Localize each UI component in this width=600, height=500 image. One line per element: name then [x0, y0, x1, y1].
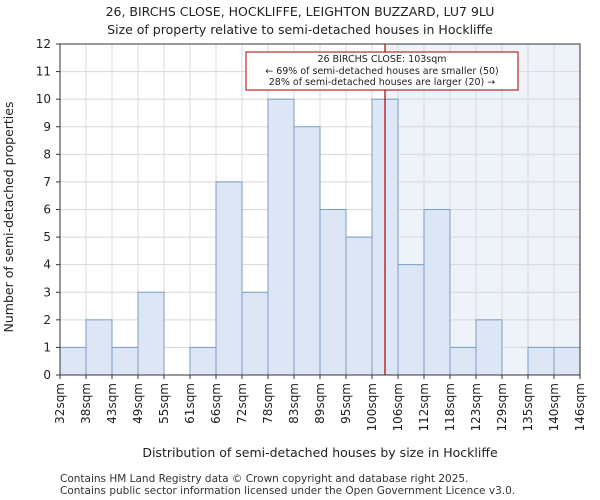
bar-112sqm: [423, 209, 451, 376]
bar-95sqm: [345, 236, 373, 376]
x-tick-label: 38sqm: [79, 383, 93, 424]
bar-61sqm: [189, 346, 217, 376]
x-tick-label: 89sqm: [313, 383, 327, 424]
x-axis-ticks: 32sqm 38sqm 43sqm 49sqm 55sqm 61sqm 66sqm 72sqm…: [53, 375, 587, 431]
chart-subtitle: Size of property relative to semi-detach…: [107, 22, 493, 37]
footer-line-1: Contains HM Land Registry data © Crown c…: [60, 473, 468, 485]
y-tick-label: 2: [43, 313, 51, 327]
x-tick-label: 43sqm: [105, 383, 119, 424]
x-tick-label: 78sqm: [261, 383, 275, 424]
annotation-line-2: ← 69% of semi-detached houses are smalle…: [265, 66, 499, 77]
bar-83sqm: [293, 126, 321, 376]
x-axis-label: Distribution of semi-detached houses by …: [142, 445, 498, 460]
x-tick-label: 123sqm: [469, 383, 483, 431]
x-tick-label: 32sqm: [53, 383, 67, 424]
y-tick-label: 1: [43, 340, 51, 354]
x-tick-label: 55sqm: [157, 383, 171, 424]
bar-123sqm: [475, 319, 503, 376]
bar-118sqm: [449, 346, 477, 376]
x-tick-label: 61sqm: [183, 383, 197, 424]
x-tick-label: 140sqm: [547, 383, 561, 431]
property-annotation: 26 BIRCHS CLOSE: 103sqm ← 69% of semi-de…: [245, 51, 519, 91]
y-tick-label: 4: [43, 258, 51, 272]
x-tick-label: 83sqm: [287, 383, 301, 424]
x-tick-label: 118sqm: [443, 383, 457, 431]
y-tick-label: 3: [43, 285, 51, 299]
y-tick-label: 12: [36, 37, 51, 51]
x-tick-label: 72sqm: [235, 383, 249, 424]
x-tick-label: 129sqm: [495, 383, 509, 431]
bar-78sqm: [267, 98, 295, 376]
x-tick-label: 49sqm: [131, 383, 145, 424]
bar-38sqm: [85, 319, 113, 376]
chart-title: 26, BIRCHS CLOSE, HOCKLIFFE, LEIGHTON BU…: [106, 4, 495, 19]
bar-106sqm: [397, 264, 425, 376]
x-tick-label: 112sqm: [417, 383, 431, 431]
x-tick-label: 106sqm: [391, 383, 405, 431]
y-tick-label: 6: [43, 203, 51, 217]
x-tick-label: 135sqm: [521, 383, 535, 431]
bars: [59, 98, 581, 376]
annotation-line-1: 26 BIRCHS CLOSE: 103sqm: [317, 54, 446, 65]
y-tick-label: 10: [36, 92, 51, 106]
bar-49sqm: [137, 291, 165, 376]
footer-line-2: Contains public sector information licen…: [60, 485, 515, 497]
y-tick-label: 11: [36, 65, 51, 79]
annotation-box: [245, 51, 519, 91]
y-tick-label: 7: [43, 175, 51, 189]
x-tick-label: 66sqm: [209, 383, 223, 424]
y-axis-label: Number of semi-detached properties: [1, 102, 16, 333]
x-tick-label: 95sqm: [339, 383, 353, 424]
x-tick-label: 146sqm: [573, 383, 587, 431]
bar-135sqm: [527, 346, 555, 376]
x-tick-label: 100sqm: [365, 383, 379, 431]
y-tick-label: 9: [43, 120, 51, 134]
y-tick-label: 5: [43, 230, 51, 244]
bar-32sqm: [59, 346, 87, 376]
annotation-line-3: 28% of semi-detached houses are larger (…: [269, 77, 496, 88]
plot-area: 26 BIRCHS CLOSE: 103sqm ← 69% of semi-de…: [36, 37, 587, 431]
y-tick-label: 8: [43, 147, 51, 161]
bar-43sqm: [111, 346, 139, 376]
bar-140sqm: [553, 346, 581, 376]
bar-66sqm: [215, 181, 243, 376]
y-tick-label: 0: [43, 368, 51, 382]
bar-72sqm: [241, 291, 269, 376]
bar-89sqm: [319, 209, 347, 376]
